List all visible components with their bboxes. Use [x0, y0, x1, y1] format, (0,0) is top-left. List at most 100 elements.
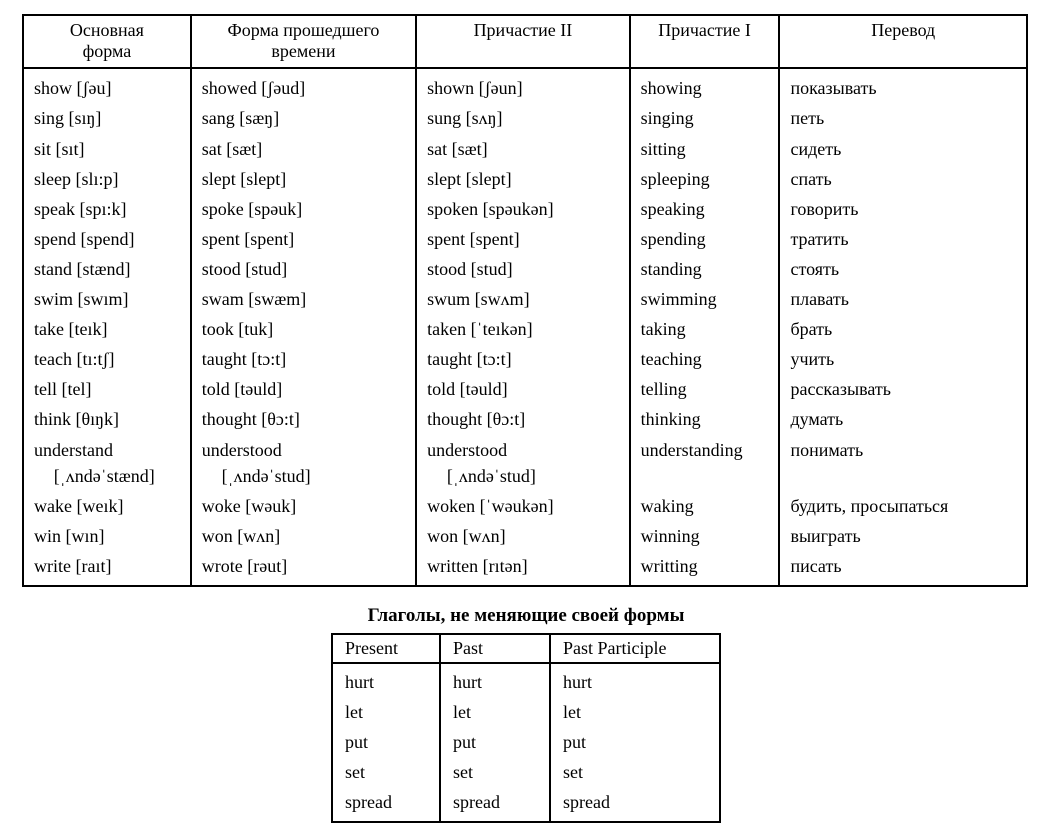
cell-pp: set [550, 757, 720, 787]
cell-pi: thinking [630, 404, 780, 434]
cell-pp: told [təuld] [416, 374, 630, 404]
cell-past: understood[ˌʌndəˈstud] [191, 435, 416, 491]
cell-past: spoke [spəuk] [191, 194, 416, 224]
unchanging-verbs-table: Present Past Past Participle hurthurthur… [331, 633, 721, 823]
table-row: take [teık]took [tuk]taken [ˈteıkən]taki… [23, 314, 1027, 344]
table-row: stand [stænd]stood [stud]stood [stud]sta… [23, 254, 1027, 284]
main-table-head: Основнаяформа Форма прошедшеговремени Пр… [23, 15, 1027, 68]
table-row: think [θıŋk]thought [θɔ:t]thought [θɔ:t]… [23, 404, 1027, 434]
cell-past: let [440, 697, 550, 727]
cell-past: swam [swæm] [191, 284, 416, 314]
cell-pp: written [rıtən] [416, 551, 630, 586]
cell-pp: taken [ˈteıkən] [416, 314, 630, 344]
cell-pp: woken [ˈwəukən] [416, 491, 630, 521]
table-row: setsetset [332, 757, 720, 787]
cell-trans: петь [779, 103, 1027, 133]
cell-pp: spent [spent] [416, 224, 630, 254]
cell-past: spread [440, 787, 550, 822]
cell-pi: understanding [630, 435, 780, 491]
table-row: write [raıt]wrote [rəut]written [rıtən]w… [23, 551, 1027, 586]
cell-base: sleep [slı:p] [23, 164, 191, 194]
cell-trans: брать [779, 314, 1027, 344]
cell-pi: showing [630, 68, 780, 103]
cell-past: hurt [440, 663, 550, 697]
sub-col-present: Present [332, 634, 440, 663]
cell-pp: understood[ˌʌndəˈstud] [416, 435, 630, 491]
cell-base: take [teık] [23, 314, 191, 344]
cell-present: spread [332, 787, 440, 822]
cell-past: wrote [rəut] [191, 551, 416, 586]
cell-trans: спать [779, 164, 1027, 194]
cell-base: stand [stænd] [23, 254, 191, 284]
table-row: wake [weık]woke [wəuk]woken [ˈwəukən]wak… [23, 491, 1027, 521]
cell-pp: put [550, 727, 720, 757]
cell-past: put [440, 727, 550, 757]
cell-pp: slept [slept] [416, 164, 630, 194]
col-header-base: Основнаяформа [23, 15, 191, 68]
table-row: putputput [332, 727, 720, 757]
cell-trans: сидеть [779, 134, 1027, 164]
cell-trans: выиграть [779, 521, 1027, 551]
cell-pi: sitting [630, 134, 780, 164]
cell-pp: hurt [550, 663, 720, 697]
cell-base: sit [sıt] [23, 134, 191, 164]
cell-past: woke [wəuk] [191, 491, 416, 521]
cell-pi: winning [630, 521, 780, 551]
cell-pp: spoken [spəukən] [416, 194, 630, 224]
cell-pp: thought [θɔ:t] [416, 404, 630, 434]
cell-base: sing [sıŋ] [23, 103, 191, 133]
cell-pi: spleeping [630, 164, 780, 194]
cell-present: hurt [332, 663, 440, 697]
cell-pi: speaking [630, 194, 780, 224]
cell-past: showed [ʃəud] [191, 68, 416, 103]
cell-base: swim [swım] [23, 284, 191, 314]
cell-base: think [θıŋk] [23, 404, 191, 434]
cell-trans: рассказывать [779, 374, 1027, 404]
cell-pp: sung [sʌŋ] [416, 103, 630, 133]
cell-past: slept [slept] [191, 164, 416, 194]
table-row: speak [spı:k]spoke [spəuk]spoken [spəukə… [23, 194, 1027, 224]
col-header-pi: Причастие I [630, 15, 780, 68]
table-row: swim [swım]swam [swæm]swum [swʌm]swimmin… [23, 284, 1027, 314]
cell-past: taught [tɔ:t] [191, 344, 416, 374]
cell-trans: писать [779, 551, 1027, 586]
col-header-trans: Перевод [779, 15, 1027, 68]
cell-past: thought [θɔ:t] [191, 404, 416, 434]
cell-pp: spread [550, 787, 720, 822]
cell-past: stood [stud] [191, 254, 416, 284]
cell-trans: будить, просыпаться [779, 491, 1027, 521]
cell-trans: стоять [779, 254, 1027, 284]
cell-pi: taking [630, 314, 780, 344]
col-header-pp: Причастие II [416, 15, 630, 68]
cell-base: wake [weık] [23, 491, 191, 521]
cell-past: told [təuld] [191, 374, 416, 404]
cell-pi: spending [630, 224, 780, 254]
cell-pp: taught [tɔ:t] [416, 344, 630, 374]
table-row: spend [spend]spent [spent]spent [spent]s… [23, 224, 1027, 254]
table-row: sing [sıŋ]sang [sæŋ]sung [sʌŋ]singingпет… [23, 103, 1027, 133]
cell-trans: плавать [779, 284, 1027, 314]
cell-pp: won [wʌn] [416, 521, 630, 551]
cell-base: spend [spend] [23, 224, 191, 254]
cell-past: took [tuk] [191, 314, 416, 344]
cell-trans: показывать [779, 68, 1027, 103]
cell-pp: sat [sæt] [416, 134, 630, 164]
cell-base: write [raıt] [23, 551, 191, 586]
cell-pi: teaching [630, 344, 780, 374]
cell-trans: понимать [779, 435, 1027, 491]
cell-pi: standing [630, 254, 780, 284]
cell-base: win [wın] [23, 521, 191, 551]
verb-forms-table: Основнаяформа Форма прошедшеговремени Пр… [22, 14, 1028, 587]
table-row: understand[ˌʌndəˈstænd]understood[ˌʌndəˈ… [23, 435, 1027, 491]
cell-past: sat [sæt] [191, 134, 416, 164]
cell-pp: stood [stud] [416, 254, 630, 284]
cell-present: set [332, 757, 440, 787]
cell-trans: думать [779, 404, 1027, 434]
cell-pi: writting [630, 551, 780, 586]
cell-base: speak [spı:k] [23, 194, 191, 224]
sub-col-pp: Past Participle [550, 634, 720, 663]
cell-past: set [440, 757, 550, 787]
cell-pp: let [550, 697, 720, 727]
cell-pi: singing [630, 103, 780, 133]
table-row: letletlet [332, 697, 720, 727]
